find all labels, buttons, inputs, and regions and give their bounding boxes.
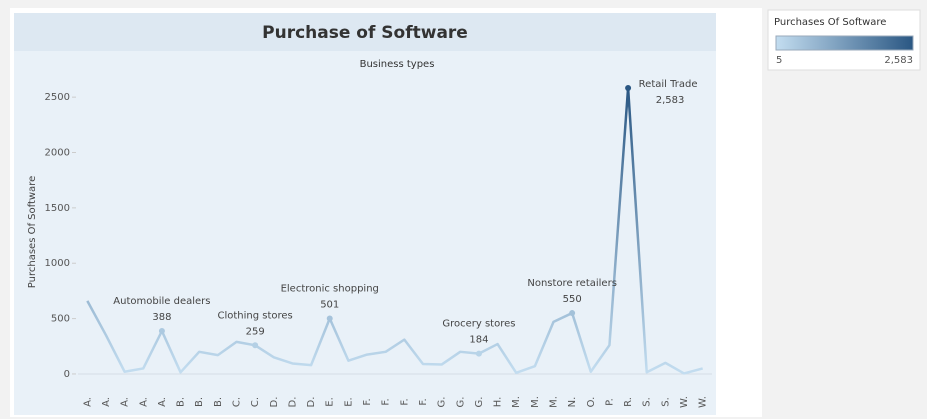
x-tick-label: A. (101, 397, 112, 407)
chart-panel (14, 13, 716, 415)
x-tick-label: M. (530, 396, 541, 408)
point-name: Clothing stores (217, 310, 292, 321)
x-tick-label: P. (604, 398, 615, 406)
point (569, 310, 576, 317)
y-tick-label: 1000 (45, 258, 70, 269)
point (252, 342, 259, 349)
point-name: Grocery stores (442, 319, 515, 330)
x-tick-label: A. (82, 397, 93, 407)
chart-title: Purchase of Software (262, 23, 468, 43)
x-tick-label: D. (306, 397, 317, 408)
y-axis-label: Purchases Of Software (27, 176, 38, 288)
x-tick-label: S. (660, 397, 671, 407)
x-tick-label: O. (586, 397, 597, 408)
y-tick-label: 0 (64, 369, 70, 380)
x-tick-label: F. (381, 398, 392, 405)
subtitle: Business types (360, 59, 435, 70)
x-tick-label: E. (325, 397, 336, 407)
value-label: 2,583 (656, 95, 685, 106)
point-name: Retail Trade (639, 79, 698, 90)
x-tick-label: B. (213, 397, 224, 407)
x-tick-label: S. (642, 397, 653, 407)
point (158, 328, 165, 334)
value-label: 501 (320, 299, 339, 310)
x-tick-label: C. (250, 397, 261, 407)
x-tick-label: G. (474, 397, 485, 408)
x-tick-label: F. (399, 398, 410, 405)
value-label: 184 (469, 335, 488, 346)
x-tick-label: G. (437, 397, 448, 408)
value-label: 550 (563, 294, 582, 305)
x-tick-label: W. (698, 396, 709, 408)
point-name: Electronic shopping (281, 283, 379, 294)
y-tick-label: 500 (51, 314, 70, 325)
y-tick-label: 1500 (45, 203, 70, 214)
x-tick-label: D. (287, 397, 298, 408)
x-tick-label: A. (157, 397, 168, 407)
x-tick-label: A. (138, 397, 149, 407)
x-tick-label: E. (343, 397, 354, 407)
x-tick-label: G. (455, 397, 466, 408)
x-tick-label: M. (511, 396, 522, 408)
point (326, 315, 333, 322)
value-label: 259 (246, 326, 265, 337)
x-tick-label: F. (362, 398, 373, 405)
legend-min: 5 (776, 55, 782, 66)
x-tick-label: B. (194, 397, 205, 407)
legend-max: 2,583 (884, 55, 913, 66)
point-name: Nonstore retailers (527, 278, 617, 289)
value-label: 388 (152, 312, 171, 323)
x-tick-label: B. (176, 397, 187, 407)
x-tick-label: C. (232, 397, 243, 407)
title-band (14, 13, 716, 51)
point (475, 350, 482, 357)
legend-title: Purchases Of Software (774, 17, 886, 28)
x-tick-label: W. (679, 396, 690, 408)
x-tick-label: A. (120, 397, 131, 407)
line (86, 86, 703, 375)
x-tick-label: H. (493, 397, 504, 408)
y-tick-label: 2000 (45, 148, 70, 159)
x-tick-label: R. (623, 397, 634, 407)
x-tick-label: F. (418, 398, 429, 405)
point (625, 84, 632, 91)
x-tick-label: M. (549, 396, 560, 408)
point-name: Automobile dealers (113, 296, 210, 307)
x-tick-label: N. (567, 397, 578, 408)
x-tick-label: D. (269, 397, 280, 408)
y-tick-label: 2500 (45, 92, 70, 103)
legend-ramp (775, 35, 914, 51)
